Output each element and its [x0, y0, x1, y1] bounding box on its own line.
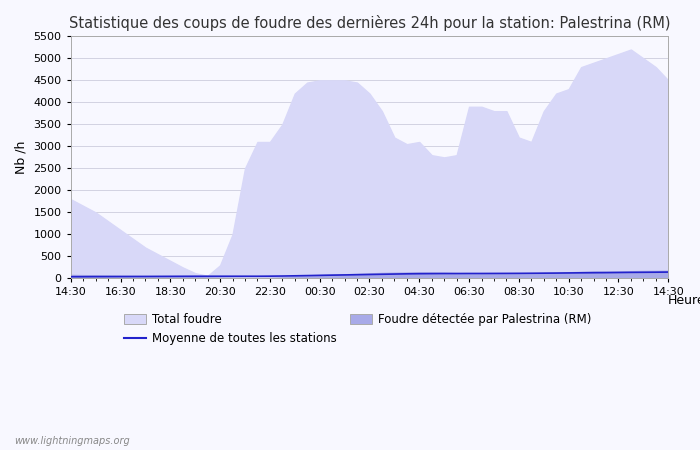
Title: Statistique des coups de foudre des dernières 24h pour la station: Palestrina (R: Statistique des coups de foudre des dern…	[69, 15, 670, 31]
Legend: Total foudre, Moyenne de toutes les stations, Foudre détectée par Palestrina (RM: Total foudre, Moyenne de toutes les stat…	[125, 313, 591, 345]
Text: www.lightningmaps.org: www.lightningmaps.org	[14, 436, 130, 446]
Y-axis label: Nb /h: Nb /h	[15, 141, 28, 174]
X-axis label: Heure: Heure	[667, 294, 700, 307]
